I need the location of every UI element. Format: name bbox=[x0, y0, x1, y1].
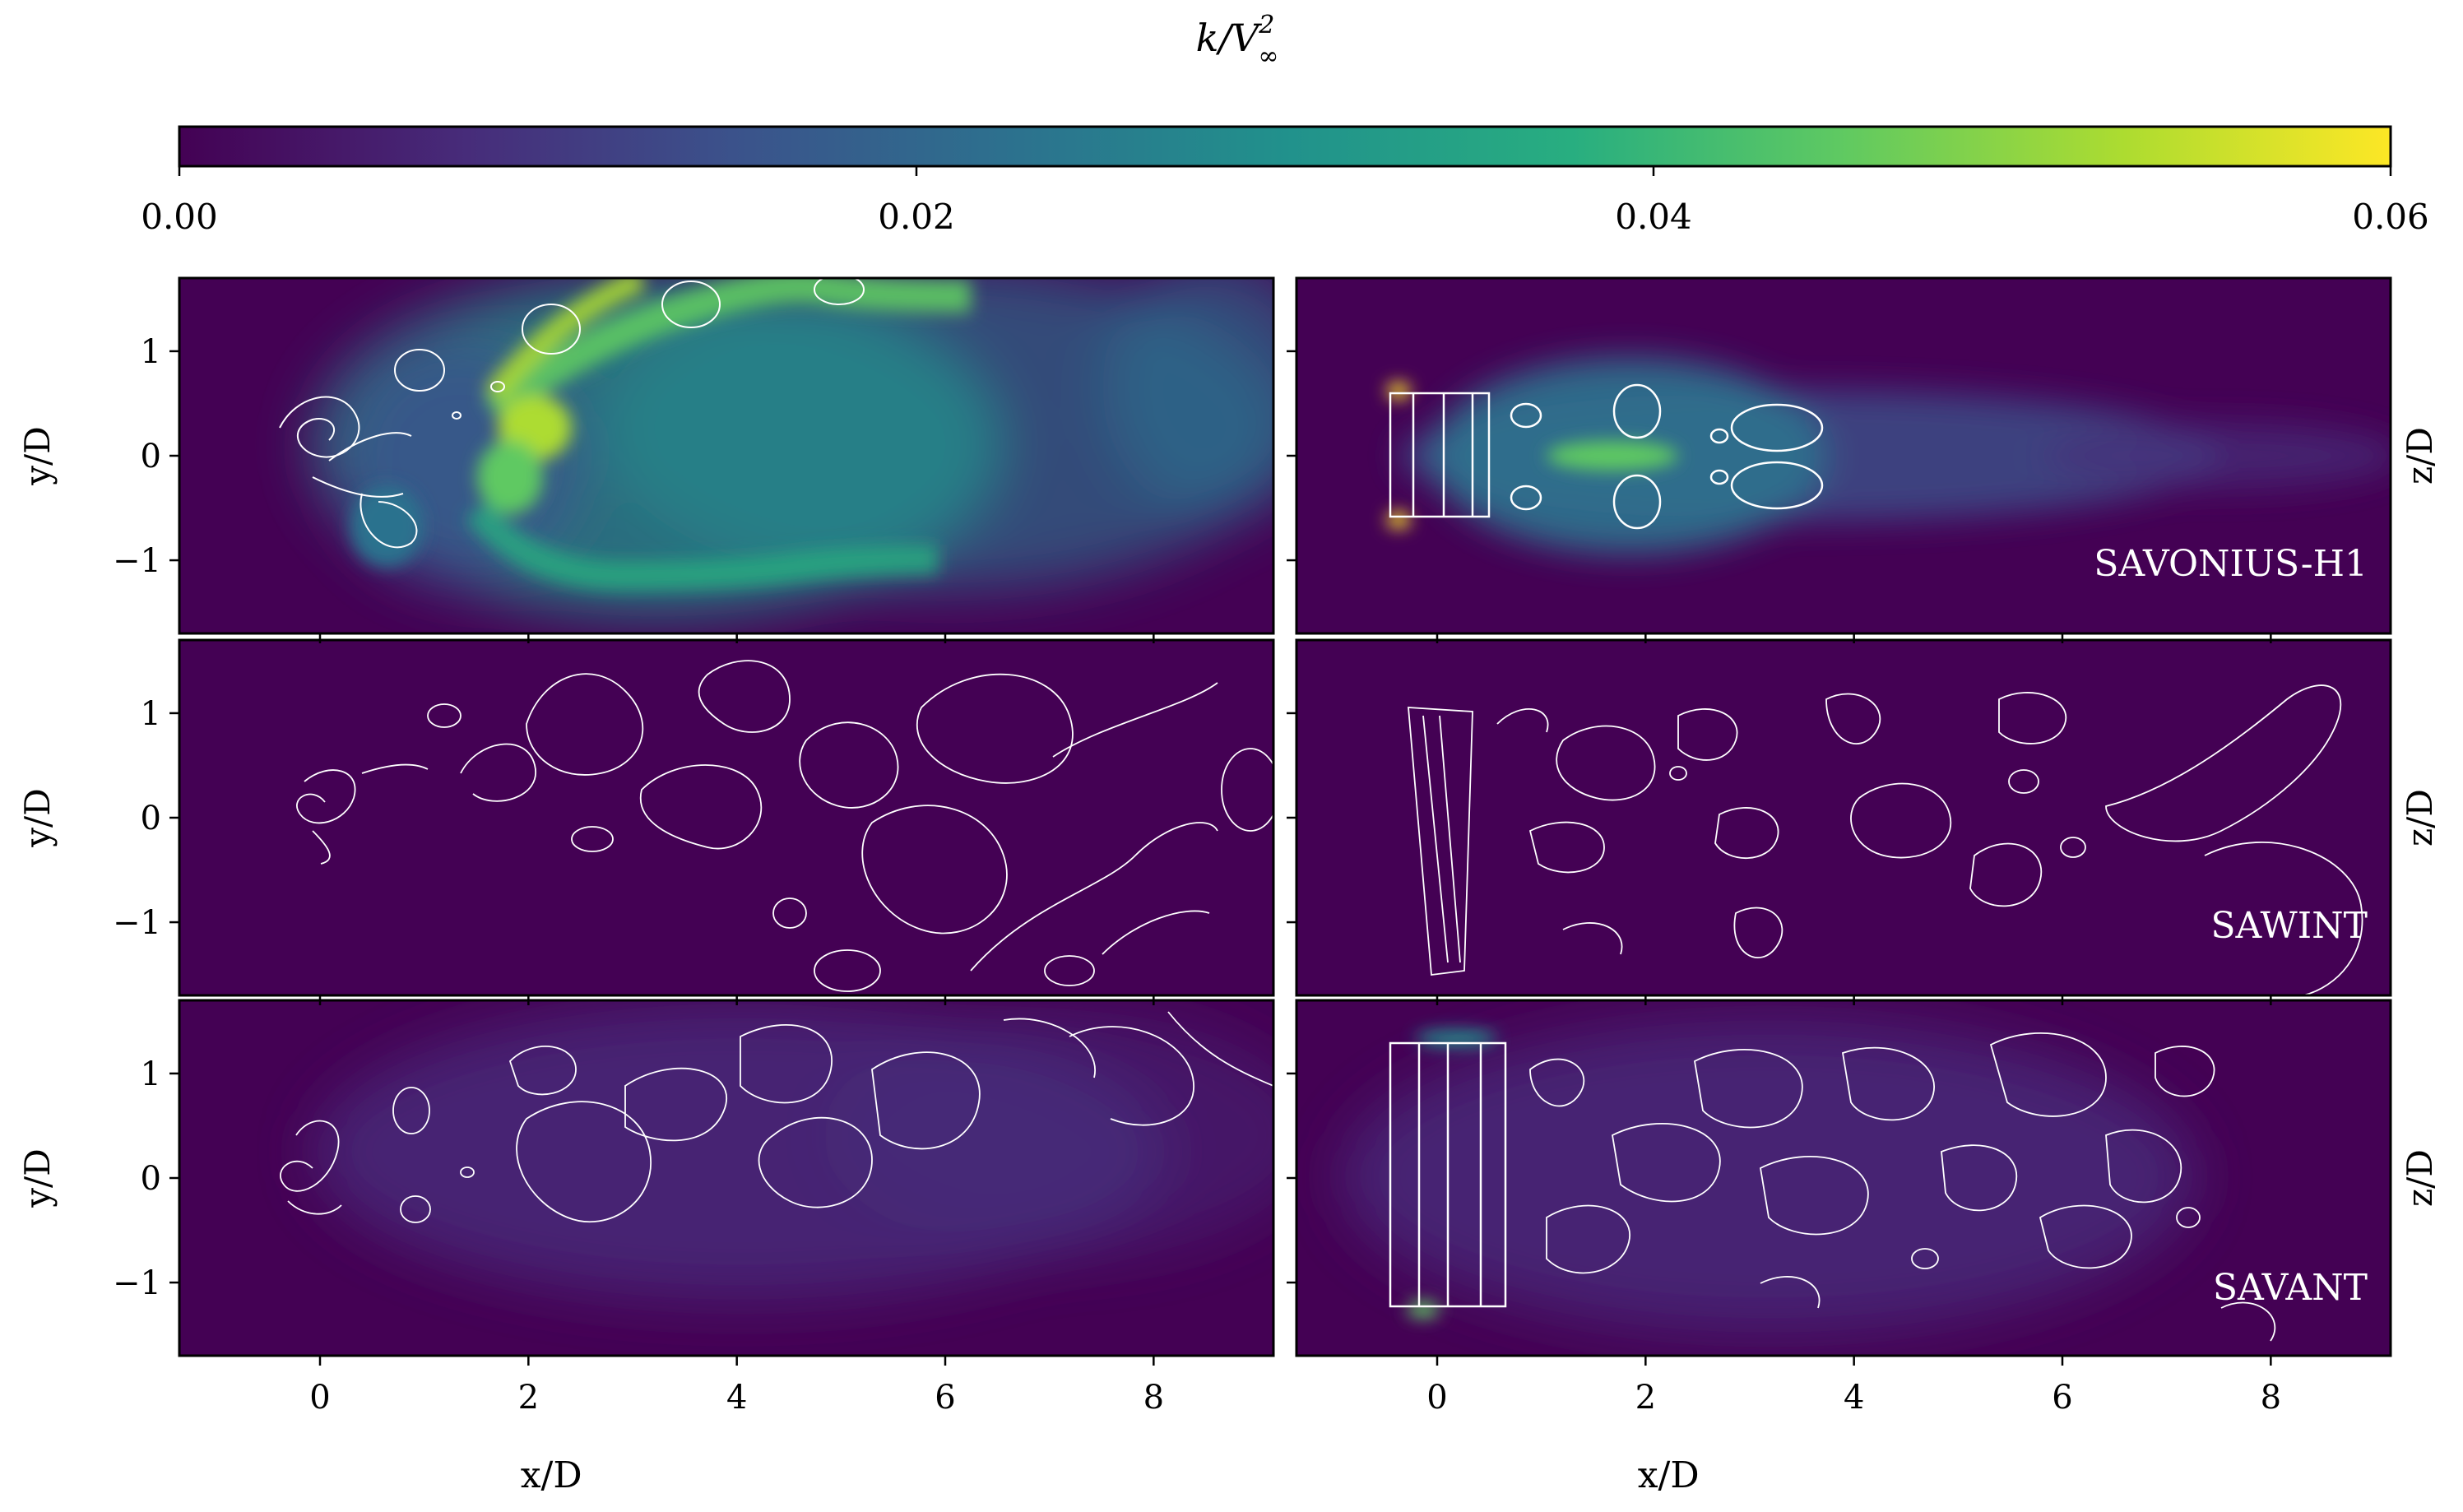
x-tick-label: 8 bbox=[1143, 1379, 1164, 1417]
y-tick-label: −1 bbox=[113, 904, 161, 942]
x-tick-label: 4 bbox=[726, 1379, 747, 1417]
z-axis-label: z/D bbox=[2400, 789, 2440, 846]
axes: 1 0 −1 y/D z/D 1 0 −1 y/D z/D 1 0 −1 0 2 4 6 8 0 2 4 6 8 y/D z/D… bbox=[17, 333, 2440, 1496]
colorbar-tick-label: 0.04 bbox=[1615, 197, 1692, 237]
x-tick-label: 0 bbox=[309, 1379, 330, 1417]
x-tick-label: 2 bbox=[1635, 1379, 1656, 1417]
rotor-outline bbox=[1389, 1041, 1507, 1308]
panel-grid: SAVONIUS-H1 bbox=[178, 276, 2392, 1357]
x-tick-label: 0 bbox=[1426, 1379, 1447, 1417]
y-tick-label: 1 bbox=[141, 1055, 161, 1093]
colorbar-tick-label: 0.06 bbox=[2352, 197, 2429, 237]
colorbar-tick-label: 0.02 bbox=[878, 197, 955, 237]
panel-row1-left bbox=[178, 276, 1275, 635]
vortex-contours bbox=[279, 278, 865, 549]
z-axis-label: z/D bbox=[2400, 1149, 2440, 1207]
colorbar-ticks: 0.00 0.02 0.04 0.06 bbox=[141, 166, 2429, 237]
y-tick-label: 0 bbox=[141, 438, 161, 475]
y-tick-label: 1 bbox=[141, 695, 161, 733]
vortex-contours bbox=[1408, 684, 2363, 995]
y-axis-label: y/D bbox=[17, 1148, 58, 1208]
colorbar-tick-label: 0.00 bbox=[141, 197, 218, 237]
case-label: SAWINT bbox=[2210, 905, 2368, 947]
y-tick-label: −1 bbox=[113, 542, 161, 580]
x-axis-label: x/D bbox=[1638, 1454, 1700, 1496]
k-field-peaks bbox=[350, 278, 972, 591]
x-tick-label: 2 bbox=[518, 1379, 539, 1417]
rotor-outline bbox=[1389, 383, 1824, 530]
z-axis-label: z/D bbox=[2400, 427, 2440, 485]
x-tick-label: 6 bbox=[2052, 1379, 2072, 1417]
colorbar-label: k/V2 ∞ bbox=[1196, 11, 1279, 71]
vortex-contours bbox=[280, 1011, 1273, 1223]
vortex-contours bbox=[296, 660, 1273, 992]
case-label: SAVONIUS-H1 bbox=[2094, 543, 2368, 585]
case-label: SAVANT bbox=[2213, 1267, 2368, 1309]
colorbar-bar bbox=[178, 125, 2392, 168]
x-tick-label: 4 bbox=[1844, 1379, 1864, 1417]
y-tick-label: 0 bbox=[141, 800, 161, 837]
panel-row2-right: SAWINT bbox=[1295, 638, 2392, 997]
x-axis-label: x/D bbox=[521, 1454, 582, 1496]
y-tick-label: 1 bbox=[141, 333, 161, 371]
y-tick-label: 0 bbox=[141, 1160, 161, 1198]
panel-row3-left bbox=[178, 999, 1275, 1357]
x-tick-label: 6 bbox=[935, 1379, 955, 1417]
x-tick-label: 8 bbox=[2261, 1379, 2281, 1417]
panel-row2-left bbox=[178, 638, 1275, 997]
vortex-contours bbox=[1529, 1032, 2276, 1342]
y-axis-label: y/D bbox=[17, 788, 58, 848]
panel-row1-right: SAVONIUS-H1 bbox=[1295, 276, 2392, 635]
colorbar: k/V2 ∞ 0.00 0.02 0.04 0.06 bbox=[141, 11, 2429, 237]
panel-row3-right: SAVANT bbox=[1295, 999, 2392, 1357]
y-tick-label: −1 bbox=[113, 1264, 161, 1302]
y-axis-label: y/D bbox=[17, 426, 58, 486]
